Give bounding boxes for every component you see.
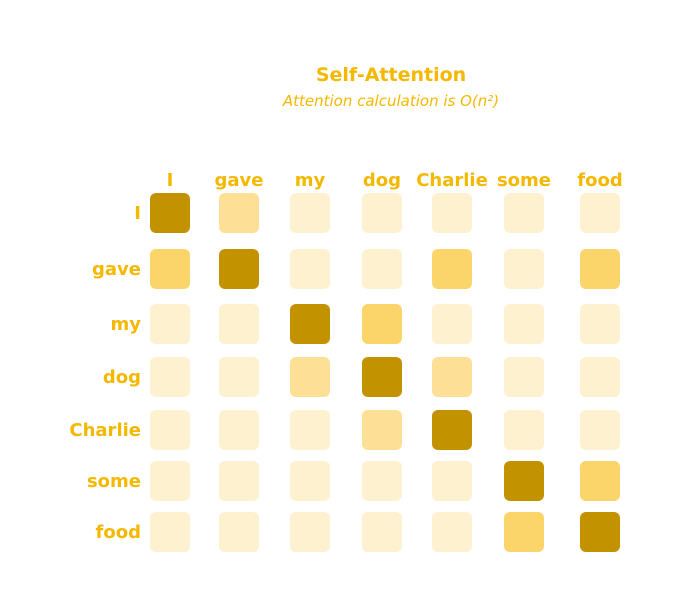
column-label-charlie: Charlie xyxy=(416,170,488,191)
column-label-gave: gave xyxy=(215,170,264,191)
attention-matrix xyxy=(150,193,620,552)
column-label-dog: dog xyxy=(363,170,401,191)
attention-cell-charlie-some xyxy=(504,410,544,450)
attention-cell-some-gave xyxy=(219,461,259,501)
attention-cell-dog-dog xyxy=(362,357,402,397)
attention-cell-some-my xyxy=(290,461,330,501)
attention-cell-dog-charlie xyxy=(432,357,472,397)
row-label-some: some xyxy=(87,471,141,492)
row-label-dog: dog xyxy=(103,367,141,388)
attention-cell-i-i xyxy=(150,193,190,233)
attention-cell-food-food xyxy=(580,512,620,552)
attention-cell-food-i xyxy=(150,512,190,552)
attention-cell-my-food xyxy=(580,304,620,344)
attention-cell-i-charlie xyxy=(432,193,472,233)
column-label-some: some xyxy=(497,170,551,191)
attention-cell-some-i xyxy=(150,461,190,501)
column-label-food: food xyxy=(577,170,622,191)
row-label-i: I xyxy=(134,203,141,224)
attention-cell-gave-some xyxy=(504,249,544,289)
attention-cell-charlie-my xyxy=(290,410,330,450)
attention-cell-i-gave xyxy=(219,193,259,233)
attention-cell-dog-some xyxy=(504,357,544,397)
attention-cell-dog-food xyxy=(580,357,620,397)
attention-cell-my-my xyxy=(290,304,330,344)
attention-cell-some-charlie xyxy=(432,461,472,501)
row-label-my: my xyxy=(111,314,142,335)
attention-cell-food-gave xyxy=(219,512,259,552)
diagram-subtitle: Attention calculation is O(n²) xyxy=(282,92,499,110)
attention-cell-charlie-i xyxy=(150,410,190,450)
row-label-food: food xyxy=(96,522,141,543)
attention-cell-gave-gave xyxy=(219,249,259,289)
attention-cell-gave-charlie xyxy=(432,249,472,289)
attention-cell-charlie-charlie xyxy=(432,410,472,450)
attention-cell-my-dog xyxy=(362,304,402,344)
column-label-i: I xyxy=(167,170,174,191)
attention-cell-food-dog xyxy=(362,512,402,552)
attention-cell-dog-i xyxy=(150,357,190,397)
attention-cell-food-charlie xyxy=(432,512,472,552)
attention-cell-i-food xyxy=(580,193,620,233)
attention-cell-dog-gave xyxy=(219,357,259,397)
attention-cell-i-some xyxy=(504,193,544,233)
attention-cell-i-dog xyxy=(362,193,402,233)
diagram-title: Self-Attention xyxy=(316,64,466,86)
column-label-my: my xyxy=(295,170,326,191)
row-label-charlie: Charlie xyxy=(69,420,141,441)
attention-cell-charlie-dog xyxy=(362,410,402,450)
attention-cell-my-i xyxy=(150,304,190,344)
attention-cell-my-some xyxy=(504,304,544,344)
attention-cell-charlie-gave xyxy=(219,410,259,450)
attention-cell-food-some xyxy=(504,512,544,552)
row-label-gave: gave xyxy=(92,259,141,280)
attention-cell-gave-i xyxy=(150,249,190,289)
attention-cell-food-my xyxy=(290,512,330,552)
attention-cell-charlie-food xyxy=(580,410,620,450)
attention-cell-dog-my xyxy=(290,357,330,397)
attention-cell-my-gave xyxy=(219,304,259,344)
attention-cell-gave-food xyxy=(580,249,620,289)
attention-cell-some-dog xyxy=(362,461,402,501)
attention-cell-gave-my xyxy=(290,249,330,289)
attention-cell-i-my xyxy=(290,193,330,233)
attention-cell-some-some xyxy=(504,461,544,501)
attention-cell-gave-dog xyxy=(362,249,402,289)
attention-cell-some-food xyxy=(580,461,620,501)
attention-cell-my-charlie xyxy=(432,304,472,344)
